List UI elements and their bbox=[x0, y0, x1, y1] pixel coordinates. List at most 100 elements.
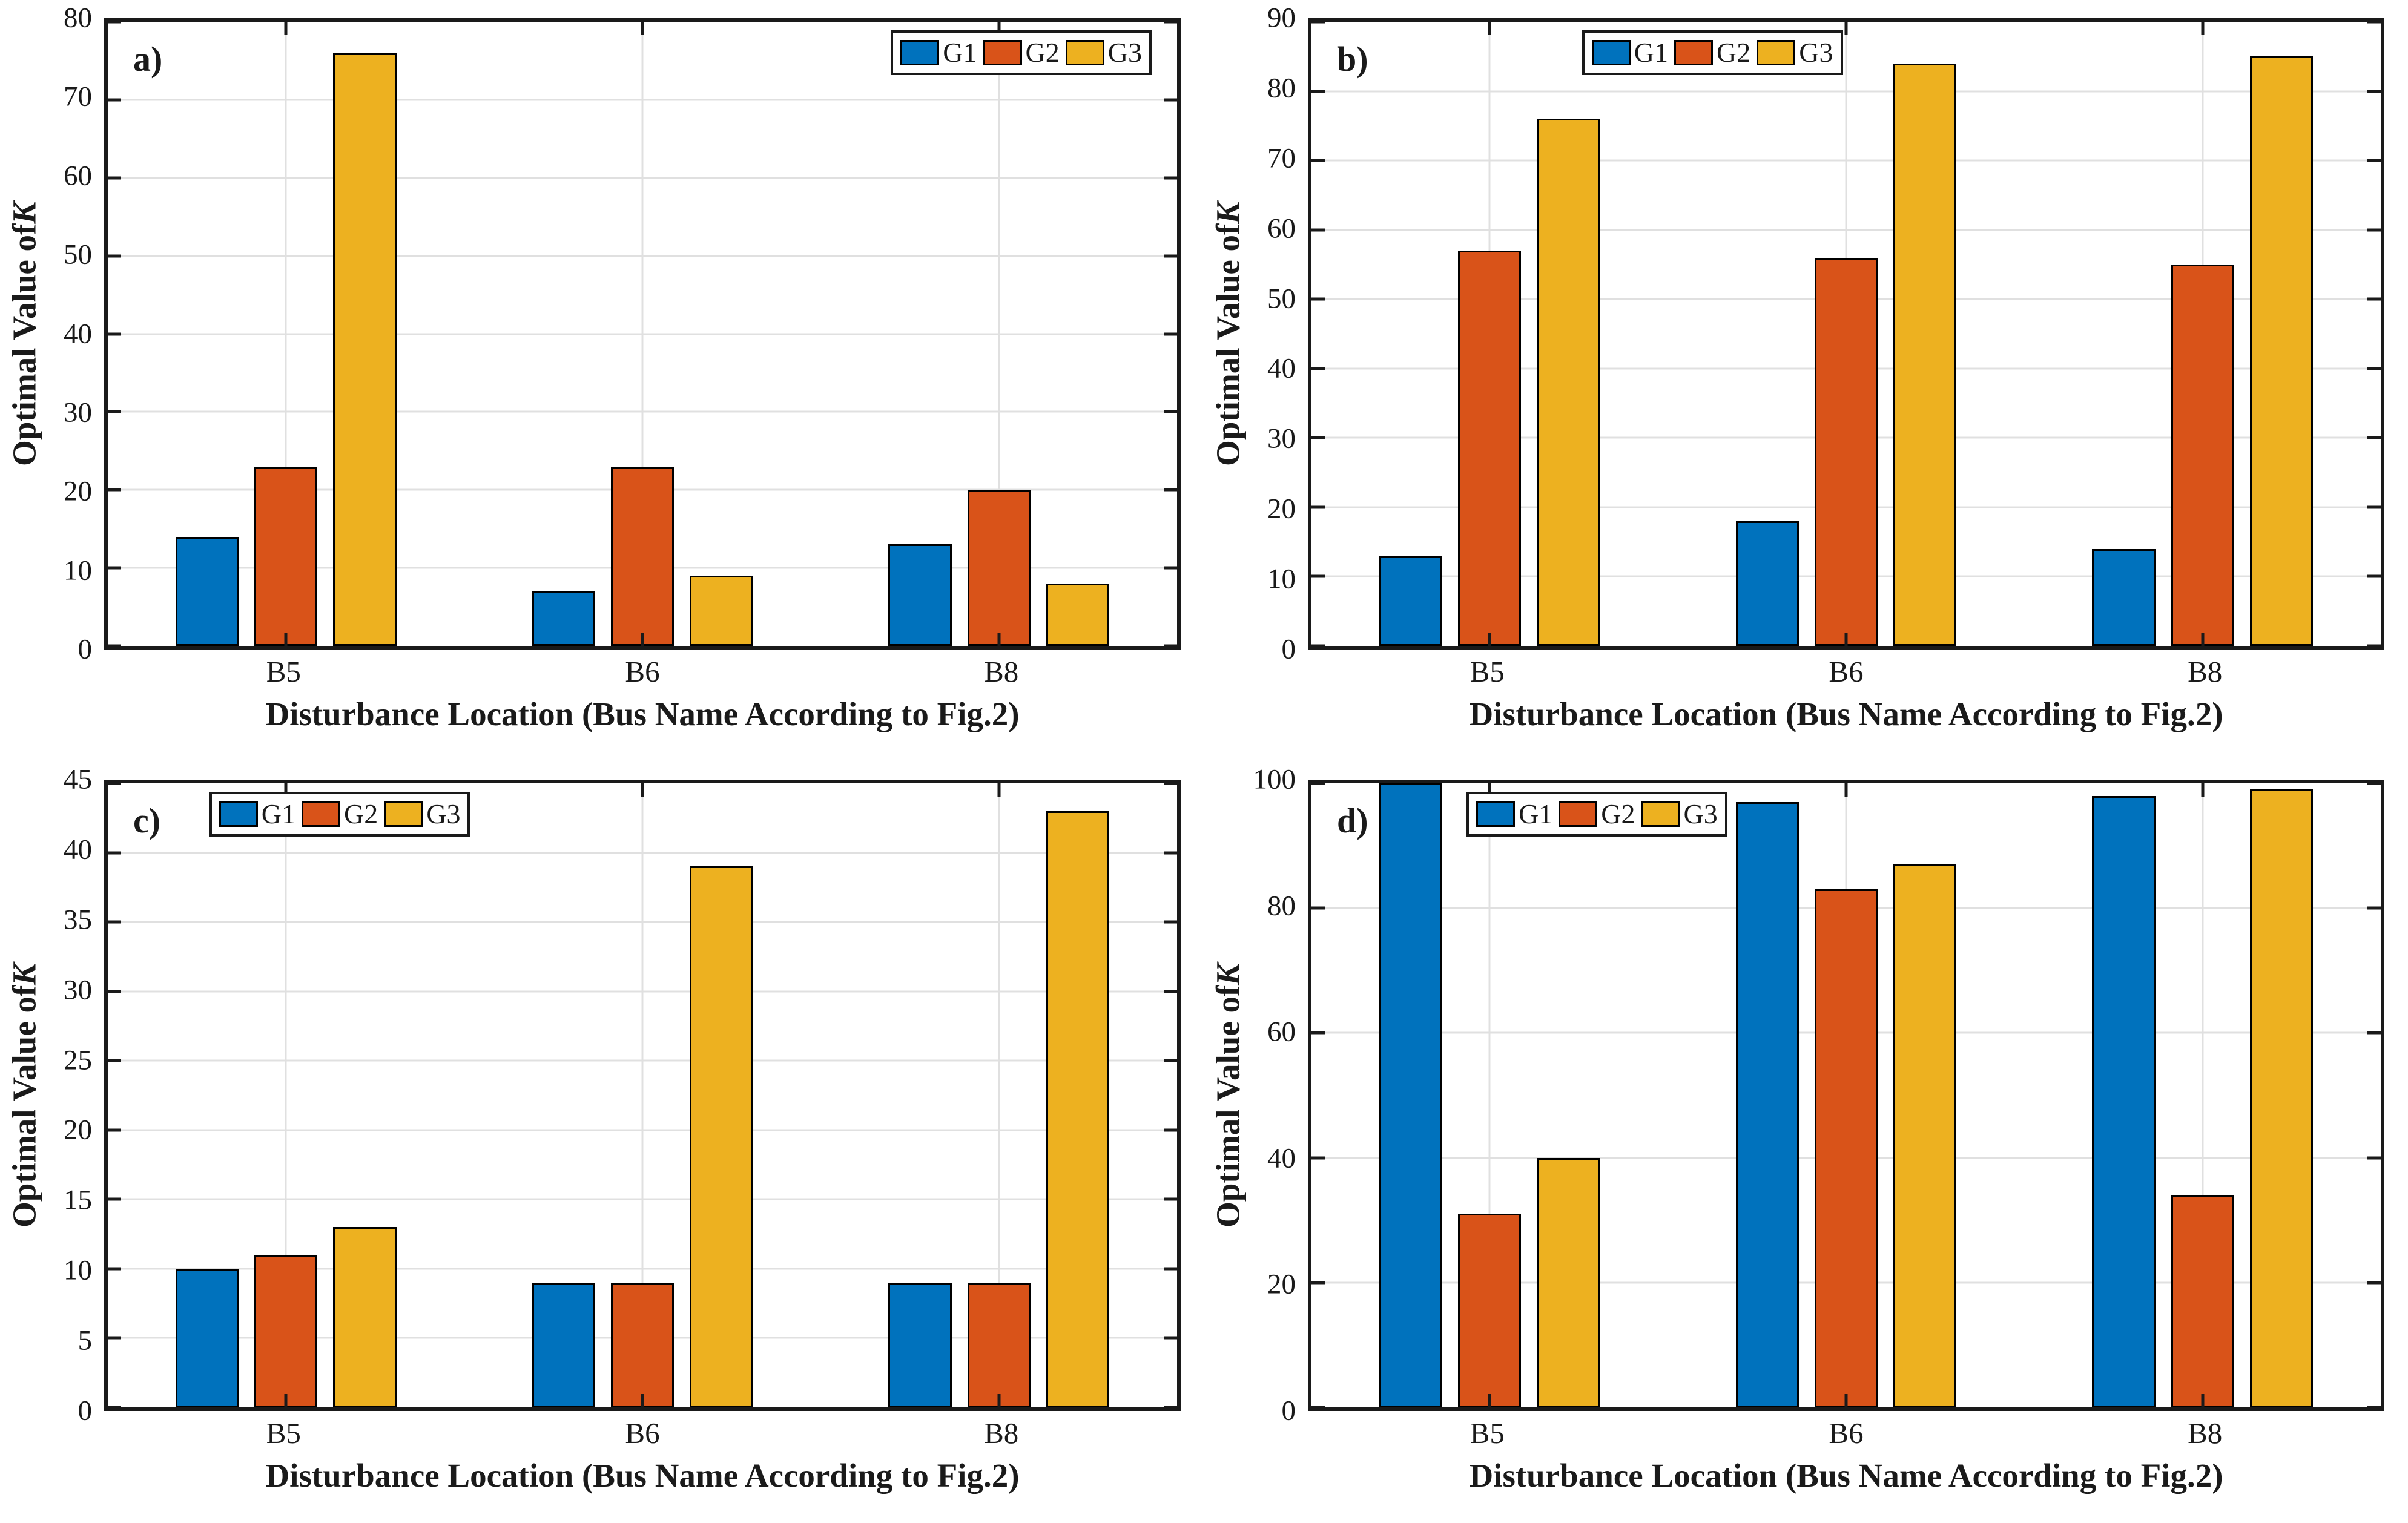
legend-item-g1: G1 bbox=[219, 800, 295, 828]
y-tick-mark bbox=[1311, 1281, 1325, 1285]
bar-g2-b6 bbox=[1814, 889, 1878, 1407]
y-tick-label: 20 bbox=[64, 1114, 92, 1146]
legend-swatch-g1 bbox=[1591, 40, 1631, 65]
bar-g1-b8 bbox=[888, 1282, 952, 1407]
y-tick-mark bbox=[2367, 1281, 2381, 1285]
x-tick-label: B6 bbox=[1829, 655, 1864, 688]
plot-area: a) G1 G2 G3 bbox=[104, 18, 1181, 650]
legend-swatch-g1 bbox=[900, 40, 940, 65]
y-tick-mark bbox=[108, 176, 121, 180]
legend-box: G1 G2 G3 bbox=[209, 792, 470, 837]
legend-label-g1: G1 bbox=[1634, 37, 1669, 68]
y-tick-label: 10 bbox=[64, 554, 92, 587]
bar-g3-b6 bbox=[1893, 63, 1957, 646]
legend-swatch-g1 bbox=[1476, 801, 1516, 827]
legend-swatch-g2 bbox=[1559, 801, 1598, 827]
y-tick-mark bbox=[1164, 1059, 1177, 1062]
x-tick-label: B8 bbox=[2188, 655, 2223, 688]
y-tick-mark bbox=[1164, 566, 1177, 570]
y-tick-label: 80 bbox=[1267, 72, 1296, 104]
x-tick-mark bbox=[1844, 633, 1848, 646]
y-tick-mark bbox=[108, 488, 121, 492]
bar-g2-b8 bbox=[967, 490, 1031, 646]
y-tick-label: 0 bbox=[1281, 633, 1296, 665]
x-axis-title: Disturbance Location (Bus Name According… bbox=[265, 696, 1020, 732]
y-tick-mark bbox=[1164, 488, 1177, 492]
legend-item-g1: G1 bbox=[900, 39, 977, 67]
x-axis-title: Disturbance Location (Bus Name According… bbox=[1469, 1457, 2223, 1494]
y-tick-mark bbox=[2367, 90, 2381, 93]
bar-g3-b8 bbox=[1046, 583, 1109, 646]
bar-g3-b8 bbox=[1046, 811, 1109, 1407]
x-tick-mark bbox=[1844, 22, 1848, 35]
x-tick-mark bbox=[284, 1394, 288, 1407]
panel-label: b) bbox=[1337, 39, 1368, 79]
chart-panel-b: Optimal Value of K 0 10 20 30 40 50 60 70 80 90 b… bbox=[1204, 0, 2407, 762]
legend-item-g2: G2 bbox=[302, 800, 378, 828]
x-tick-mark bbox=[641, 1394, 644, 1407]
y-tick-mark bbox=[1311, 644, 1325, 648]
v-gridline bbox=[2202, 783, 2204, 1407]
x-tick-mark bbox=[641, 22, 644, 35]
y-tick-label: 10 bbox=[64, 1254, 92, 1286]
y-tick-mark bbox=[108, 20, 121, 24]
y-tick-label: 70 bbox=[1267, 142, 1296, 174]
y-tick-mark bbox=[1164, 781, 1177, 785]
y-tick-label: 50 bbox=[1267, 283, 1296, 315]
y-tick-mark bbox=[1164, 176, 1177, 180]
y-tick-mark bbox=[108, 98, 121, 102]
y-tick-mark bbox=[1311, 436, 1325, 439]
bar-g3-b6 bbox=[1893, 864, 1957, 1407]
y-axis-ticks: 0 20 40 60 80 100 bbox=[1204, 765, 1296, 1425]
y-tick-label: 20 bbox=[1267, 1268, 1296, 1300]
y-tick-mark bbox=[1311, 781, 1325, 785]
legend-item-g2: G2 bbox=[1559, 800, 1635, 828]
y-tick-mark bbox=[108, 254, 121, 258]
x-tick-mark bbox=[2201, 633, 2205, 646]
legend-label-g1: G1 bbox=[943, 37, 977, 68]
panel-label: a) bbox=[133, 39, 163, 79]
y-tick-mark bbox=[108, 1336, 121, 1340]
y-tick-label: 25 bbox=[64, 1044, 92, 1076]
y-tick-label: 90 bbox=[1267, 2, 1296, 34]
y-tick-mark bbox=[1311, 297, 1325, 301]
y-tick-mark bbox=[108, 1267, 121, 1271]
x-tick-label: B6 bbox=[625, 1416, 660, 1450]
y-tick-mark bbox=[2367, 1031, 2381, 1035]
y-tick-mark bbox=[1164, 20, 1177, 24]
x-tick-mark bbox=[641, 633, 644, 646]
bar-g2-b5 bbox=[1458, 1214, 1522, 1407]
x-tick-mark bbox=[1488, 783, 1491, 797]
x-tick-label: B5 bbox=[1470, 655, 1505, 688]
y-tick-mark bbox=[108, 920, 121, 924]
legend-item-g3: G3 bbox=[1757, 39, 1833, 67]
legend-label-g3: G3 bbox=[1799, 37, 1833, 68]
y-tick-mark bbox=[108, 781, 121, 785]
y-tick-mark bbox=[108, 644, 121, 648]
legend-swatch-g2 bbox=[983, 40, 1022, 65]
x-tick-mark bbox=[2201, 1394, 2205, 1407]
y-tick-label: 0 bbox=[1281, 1395, 1296, 1427]
legend-label-g2: G2 bbox=[1025, 37, 1060, 68]
legend-label-g3: G3 bbox=[1107, 37, 1142, 68]
bar-g3-b8 bbox=[2249, 56, 2313, 646]
panel-label: d) bbox=[1337, 801, 1368, 840]
y-tick-mark bbox=[1164, 990, 1177, 993]
y-tick-mark bbox=[2367, 781, 2381, 785]
y-tick-mark bbox=[1311, 1031, 1325, 1035]
bar-g1-b6 bbox=[1735, 521, 1799, 646]
y-tick-mark bbox=[2367, 367, 2381, 370]
x-tick-label: B8 bbox=[2188, 1416, 2223, 1450]
legend-label-g2: G2 bbox=[1717, 37, 1751, 68]
legend-swatch-g3 bbox=[1065, 40, 1104, 65]
legend-box: G1 G2 G3 bbox=[1466, 792, 1727, 837]
y-tick-label: 40 bbox=[1267, 1142, 1296, 1174]
x-axis-categories: B5 B6 B8 bbox=[104, 657, 1181, 693]
y-axis-ticks: 0 10 20 30 40 50 60 70 80 90 bbox=[1204, 4, 1296, 663]
legend-swatch-g2 bbox=[302, 801, 340, 827]
panel-label: c) bbox=[133, 801, 161, 840]
bar-g1-b5 bbox=[176, 536, 239, 646]
x-tick-mark bbox=[997, 633, 1001, 646]
x-tick-mark bbox=[641, 783, 644, 797]
x-tick-mark bbox=[1844, 783, 1848, 797]
